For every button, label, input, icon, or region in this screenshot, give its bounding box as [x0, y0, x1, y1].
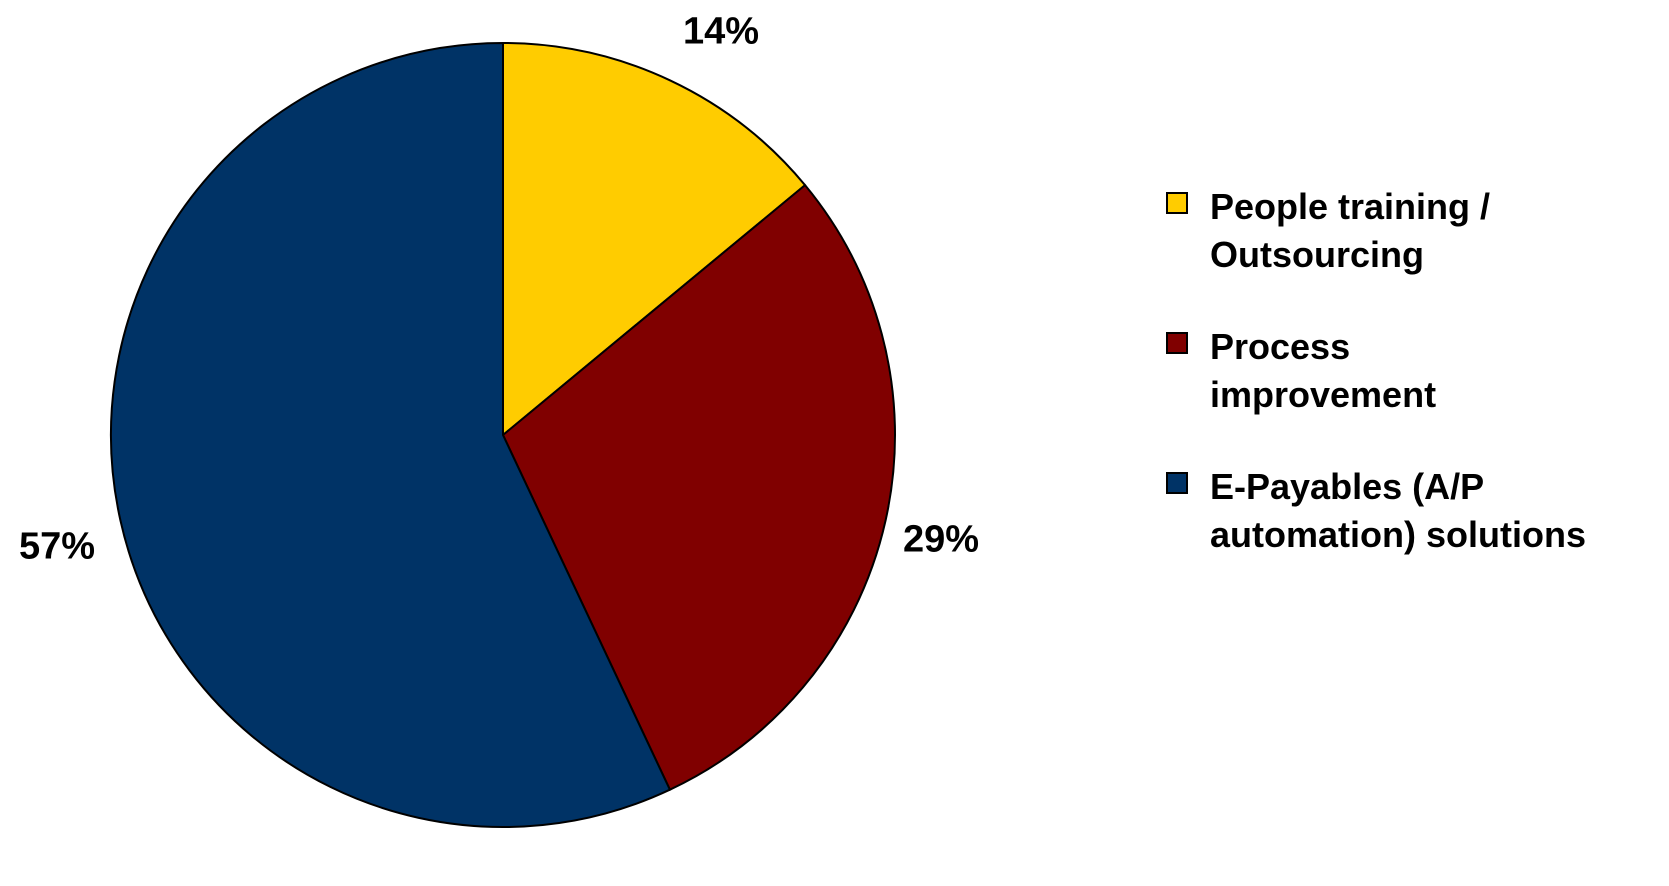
legend-swatch-process-improvement — [1166, 332, 1188, 354]
legend-item-process-improvement: Process improvement — [1166, 323, 1646, 419]
legend-label-e-payables: E-Payables (A/P automation) solutions — [1210, 463, 1646, 559]
legend-label-line: Outsourcing — [1210, 234, 1424, 275]
data-label-process-improvement: 29% — [902, 518, 980, 561]
legend-label-line: improvement — [1210, 374, 1437, 415]
legend-label-line: automation) solutions — [1210, 514, 1586, 555]
legend-label-line: E-Payables (A/P — [1210, 466, 1485, 507]
legend-label-process-improvement: Process improvement — [1210, 323, 1646, 419]
legend-swatch-people-training — [1166, 192, 1188, 214]
legend-item-people-training: People training / Outsourcing — [1166, 183, 1646, 279]
pie-slice-people-training — [502, 41, 807, 438]
legend-item-e-payables: E-Payables (A/P automation) solutions — [1166, 463, 1646, 559]
legend-swatch-e-payables — [1166, 472, 1188, 494]
legend-label-people-training: People training / Outsourcing — [1210, 183, 1646, 279]
legend: People training / Outsourcing Process im… — [1166, 183, 1646, 603]
legend-label-line: Process — [1210, 326, 1351, 367]
data-label-people-training: 14% — [682, 10, 760, 53]
pie-slice-process-improvement — [501, 183, 896, 792]
pie-slice-e-payables — [110, 41, 672, 828]
legend-label-line: People training / — [1210, 186, 1491, 227]
data-label-e-payables: 57% — [18, 525, 96, 568]
